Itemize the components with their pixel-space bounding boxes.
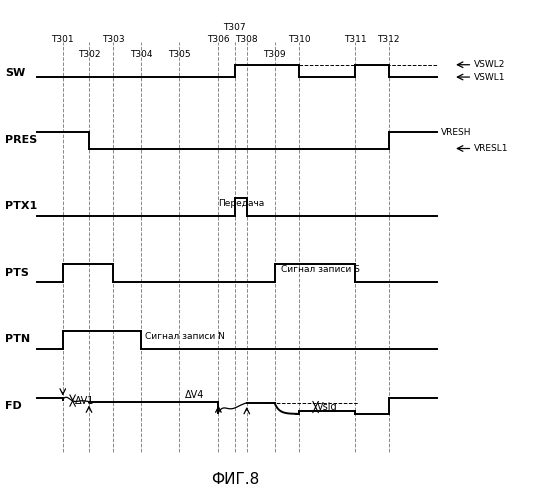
Text: T310: T310 bbox=[288, 35, 311, 44]
Text: T306: T306 bbox=[207, 35, 230, 44]
Text: PRES: PRES bbox=[5, 135, 38, 145]
Text: PTX1: PTX1 bbox=[5, 202, 38, 212]
Text: ФИГ.8: ФИГ.8 bbox=[211, 472, 259, 487]
Text: SW: SW bbox=[5, 68, 26, 78]
Text: PTN: PTN bbox=[5, 334, 31, 344]
Text: T301: T301 bbox=[51, 35, 74, 44]
Text: ΔV1: ΔV1 bbox=[75, 396, 94, 406]
Text: VSWL2: VSWL2 bbox=[474, 60, 505, 69]
Text: ΔV4: ΔV4 bbox=[185, 390, 204, 400]
Text: VRESH: VRESH bbox=[441, 128, 472, 137]
Text: T302: T302 bbox=[78, 50, 100, 59]
Text: T311: T311 bbox=[343, 35, 366, 44]
Text: FD: FD bbox=[5, 401, 22, 411]
Text: Vsig: Vsig bbox=[317, 402, 338, 412]
Text: T308: T308 bbox=[235, 35, 258, 44]
Text: VRESL1: VRESL1 bbox=[474, 144, 508, 153]
Text: PTS: PTS bbox=[5, 268, 29, 278]
Text: T312: T312 bbox=[377, 35, 400, 44]
Text: T307: T307 bbox=[223, 23, 246, 32]
Text: Сигнал записи N: Сигнал записи N bbox=[145, 332, 225, 341]
Text: T305: T305 bbox=[168, 50, 191, 59]
Text: T309: T309 bbox=[263, 50, 286, 59]
Text: T304: T304 bbox=[129, 50, 152, 59]
Text: Сигнал записи S: Сигнал записи S bbox=[281, 265, 360, 274]
Text: T303: T303 bbox=[102, 35, 124, 44]
Text: Передача: Передача bbox=[218, 199, 264, 208]
Text: VSWL1: VSWL1 bbox=[474, 72, 506, 81]
